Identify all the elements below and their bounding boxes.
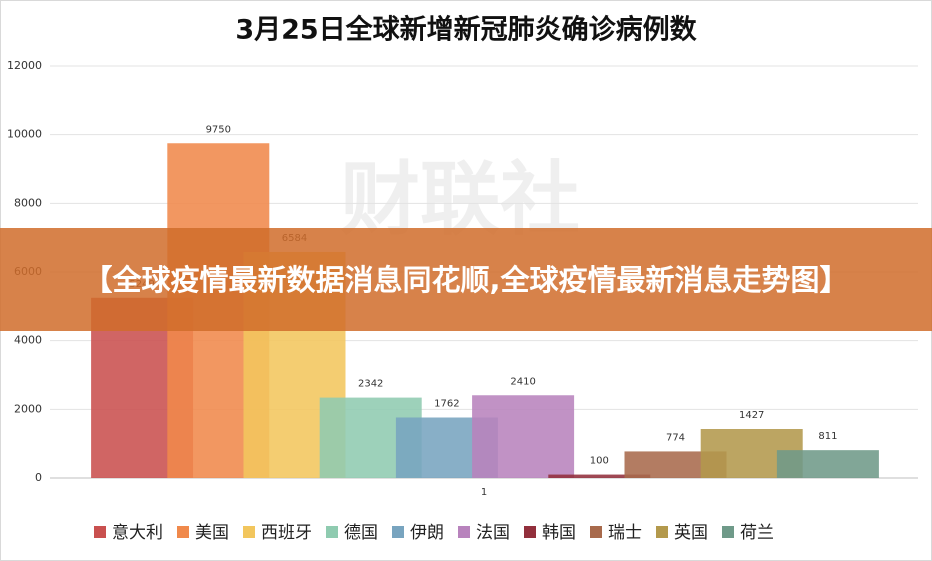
y-tick-label: 2000: [14, 402, 42, 415]
value-label: 774: [666, 432, 685, 443]
legend-label: 伊朗: [410, 523, 444, 543]
legend-label: 美国: [195, 523, 229, 543]
legend-label: 英国: [674, 523, 708, 543]
legend-label: 法国: [476, 523, 510, 543]
legend-swatch: [590, 526, 602, 538]
value-label: 2410: [510, 376, 535, 387]
value-label: 1427: [739, 410, 764, 421]
bar: [776, 450, 879, 478]
legend-swatch: [94, 526, 106, 538]
bar: [548, 474, 651, 478]
value-label: 811: [818, 431, 837, 442]
chart-title: 3月25日全球新增新冠肺炎确诊病例数: [235, 14, 697, 46]
value-label: 9750: [206, 124, 231, 135]
legend-label: 德国: [344, 523, 378, 543]
value-label: 1762: [434, 399, 459, 410]
y-tick-label: 0: [35, 471, 42, 484]
bar: [472, 395, 575, 478]
x-tick-label: 1: [481, 487, 487, 498]
legend-label: 西班牙: [261, 523, 312, 543]
legend-swatch: [392, 526, 404, 538]
y-tick-label: 4000: [14, 334, 42, 347]
legend-swatch: [656, 526, 668, 538]
legend-label: 韩国: [542, 523, 576, 543]
legend-swatch: [458, 526, 470, 538]
banner: 【全球疫情最新数据消息同花顺,全球疫情最新消息走势图】: [0, 228, 932, 331]
y-tick-label: 10000: [7, 128, 42, 141]
legend-label: 荷兰: [740, 523, 774, 543]
value-label: 100: [590, 456, 609, 467]
value-label: 2342: [358, 379, 383, 390]
legend-swatch: [177, 526, 189, 538]
legend-swatch: [524, 526, 536, 538]
legend-swatch: [326, 526, 338, 538]
legend-label: 意大利: [112, 523, 163, 543]
y-tick-label: 8000: [14, 196, 42, 209]
legend-label: 瑞士: [608, 523, 642, 543]
y-tick-label: 12000: [7, 59, 42, 72]
legend-swatch: [243, 526, 255, 538]
legend-swatch: [722, 526, 734, 538]
